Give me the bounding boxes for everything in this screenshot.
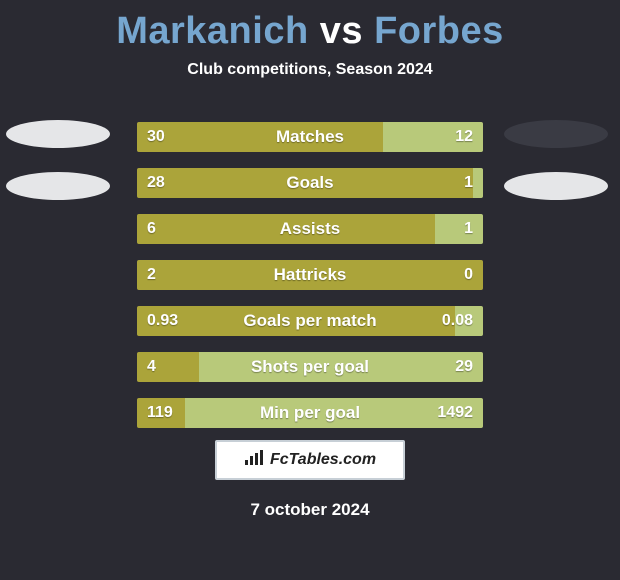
bar-left-fill (137, 168, 473, 198)
vs-text: vs (320, 10, 363, 52)
bar-left-fill (137, 306, 455, 336)
chart-icon (244, 450, 264, 471)
bar-left-fill (137, 214, 435, 244)
date-text: 7 october 2024 (0, 500, 620, 520)
bar-right-fill (435, 214, 483, 244)
bar-left-fill (137, 352, 199, 382)
bar-right-fill (199, 352, 483, 382)
bar-left-fill (137, 260, 483, 290)
player2-name: Forbes (374, 10, 504, 52)
bar-right-fill (185, 398, 483, 428)
stat-bars: 3012Matches 281Goals 61Assists 20Hattricks 0… (137, 122, 483, 444)
bar-left-fill (137, 398, 185, 428)
ellipse-left-2 (6, 172, 110, 200)
player1-name: Markanich (116, 10, 308, 52)
stat-row: 0.930.08Goals per match (137, 306, 483, 336)
stat-row: 20Hattricks (137, 260, 483, 290)
stat-row: 281Goals (137, 168, 483, 198)
ellipse-left-1 (6, 120, 110, 148)
stat-row: 61Assists (137, 214, 483, 244)
stat-row: 429Shots per goal (137, 352, 483, 382)
bar-right-fill (455, 306, 483, 336)
source-text: FcTables.com (270, 451, 376, 469)
comparison-title: Markanich vs Forbes (0, 0, 620, 53)
ellipse-right-2 (504, 172, 608, 200)
bar-right-fill (473, 168, 483, 198)
bar-left-fill (137, 122, 383, 152)
right-ellipse-group (504, 120, 614, 224)
ellipse-right-1 (504, 120, 608, 148)
subtitle: Club competitions, Season 2024 (0, 61, 620, 79)
stat-row: 1191492Min per goal (137, 398, 483, 428)
left-ellipse-group (6, 120, 116, 224)
stat-row: 3012Matches (137, 122, 483, 152)
source-badge: FcTables.com (215, 440, 405, 480)
bar-right-fill (383, 122, 483, 152)
